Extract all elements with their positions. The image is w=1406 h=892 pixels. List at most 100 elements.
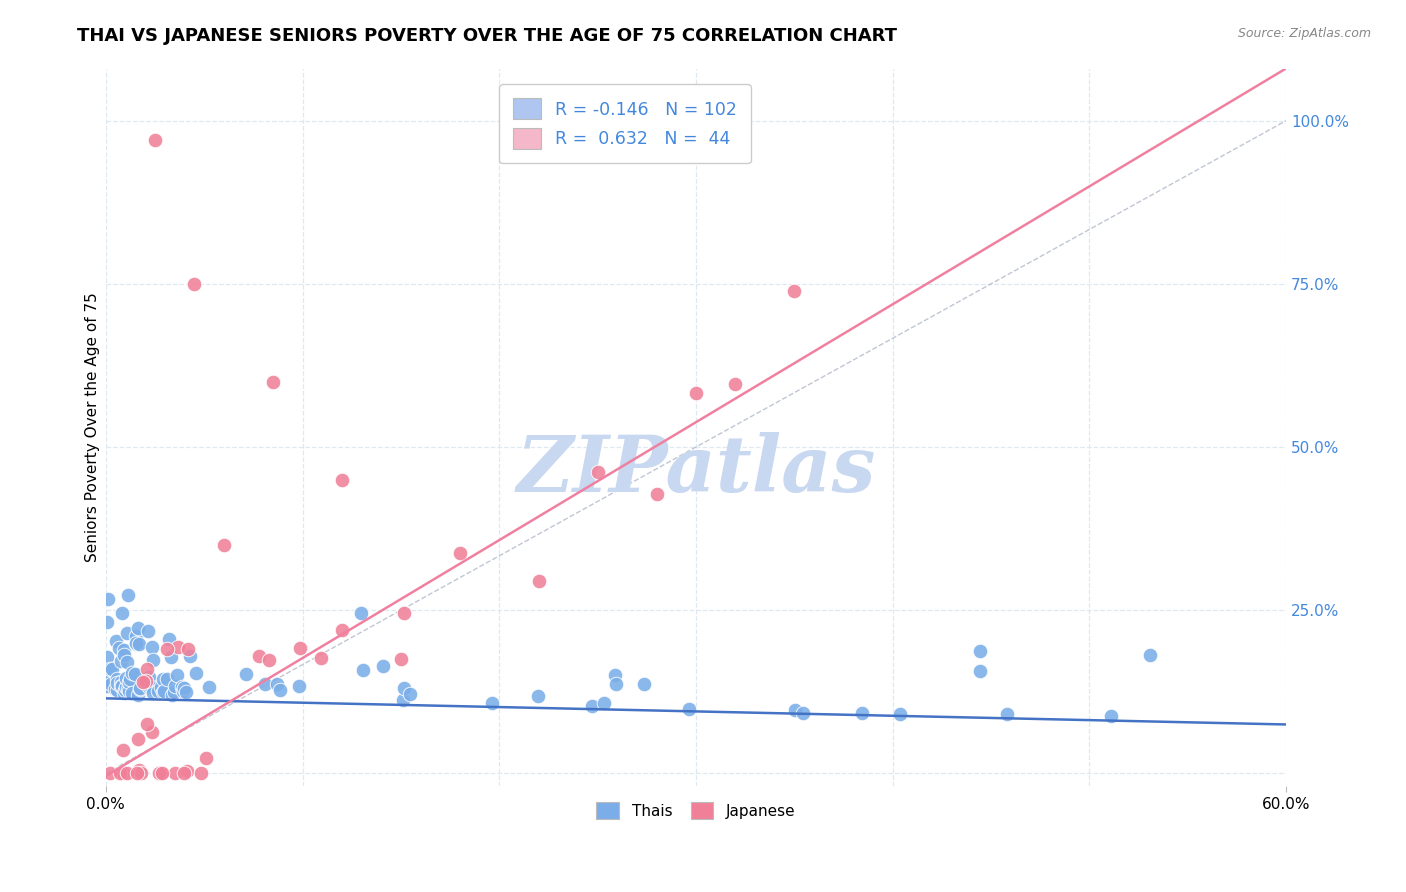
- Point: [150, 766, 173, 780]
- Point: [118, 684, 141, 698]
- Point: [127, 688, 149, 702]
- Point: [107, 641, 129, 656]
- Point: [96, 649, 118, 664]
- Point: [114, 683, 136, 698]
- Point: [141, 680, 163, 694]
- Point: [198, 680, 221, 694]
- Point: [527, 689, 550, 703]
- Point: [605, 668, 627, 682]
- Point: [125, 766, 148, 780]
- Point: [142, 686, 165, 700]
- Point: [392, 693, 415, 707]
- Point: [392, 606, 415, 620]
- Point: [105, 676, 128, 690]
- Point: [136, 624, 159, 639]
- Point: [586, 465, 609, 479]
- Point: [190, 766, 212, 780]
- Point: [112, 648, 135, 662]
- Point: [605, 677, 627, 691]
- Point: [125, 635, 148, 649]
- Point: [172, 680, 194, 694]
- Point: [96, 679, 118, 693]
- Point: [330, 473, 353, 487]
- Point: [125, 629, 148, 643]
- Point: [160, 688, 183, 702]
- Point: [969, 665, 991, 679]
- Point: [104, 681, 127, 696]
- Point: [146, 683, 169, 698]
- Point: [108, 766, 131, 780]
- Point: [141, 640, 163, 655]
- Point: [129, 766, 152, 780]
- Point: [132, 675, 155, 690]
- Point: [352, 663, 374, 677]
- Point: [143, 133, 166, 147]
- Point: [167, 640, 190, 654]
- Point: [212, 538, 235, 552]
- Point: [350, 607, 373, 621]
- Point: [112, 686, 135, 700]
- Point: [247, 649, 270, 664]
- Point: [141, 724, 163, 739]
- Point: [129, 681, 152, 695]
- Point: [969, 644, 991, 658]
- Point: [290, 640, 312, 655]
- Point: [150, 766, 173, 780]
- Point: [127, 731, 149, 746]
- Point: [309, 651, 332, 665]
- Point: [115, 766, 138, 780]
- Point: [135, 717, 157, 731]
- Point: [165, 766, 187, 780]
- Point: [785, 703, 807, 717]
- Point: [257, 653, 280, 667]
- Point: [100, 677, 122, 691]
- Point: [100, 662, 122, 676]
- Point: [184, 665, 207, 680]
- Point: [100, 766, 122, 780]
- Point: [124, 667, 146, 681]
- Point: [125, 636, 148, 650]
- Point: [481, 697, 503, 711]
- Point: [235, 666, 257, 681]
- Point: [166, 668, 188, 682]
- Point: [266, 677, 288, 691]
- Point: [581, 699, 603, 714]
- Point: [105, 633, 128, 648]
- Point: [118, 672, 141, 686]
- Point: [527, 574, 550, 588]
- Point: [176, 764, 198, 778]
- Point: [173, 766, 195, 780]
- Point: [172, 684, 194, 698]
- Point: [399, 687, 422, 701]
- Point: [96, 662, 118, 676]
- Point: [160, 650, 183, 665]
- Point: [288, 679, 311, 693]
- Legend: Thais, Japanese: Thais, Japanese: [591, 796, 801, 825]
- Point: [173, 681, 195, 696]
- Point: [1139, 648, 1161, 662]
- Point: [394, 681, 416, 696]
- Point: [148, 766, 170, 780]
- Point: [134, 674, 156, 689]
- Point: [134, 676, 156, 690]
- Point: [125, 637, 148, 651]
- Point: [129, 682, 152, 697]
- Text: THAI VS JAPANESE SENIORS POVERTY OVER THE AGE OF 75 CORRELATION CHART: THAI VS JAPANESE SENIORS POVERTY OVER TH…: [77, 27, 897, 45]
- Point: [165, 679, 187, 693]
- Point: [96, 615, 118, 629]
- Point: [111, 766, 134, 780]
- Point: [889, 706, 911, 721]
- Point: [183, 277, 205, 291]
- Point: [100, 662, 122, 676]
- Point: [97, 592, 120, 607]
- Point: [110, 679, 132, 693]
- Point: [115, 655, 138, 669]
- Point: [138, 670, 160, 684]
- Point: [194, 751, 217, 765]
- Point: [115, 671, 138, 685]
- Y-axis label: Seniors Poverty Over the Age of 75: Seniors Poverty Over the Age of 75: [86, 293, 100, 562]
- Point: [136, 662, 159, 676]
- Point: [371, 658, 394, 673]
- Point: [995, 707, 1018, 722]
- Point: [121, 666, 143, 681]
